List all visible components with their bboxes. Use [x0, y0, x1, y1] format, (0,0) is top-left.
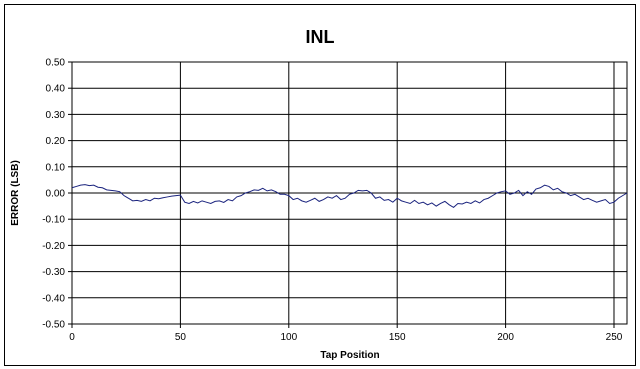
- y-tick-label: -0.40: [42, 293, 65, 304]
- y-tick-label: -0.50: [42, 320, 65, 331]
- y-tick-label: -0.30: [42, 267, 65, 278]
- x-tick-label: 150: [389, 332, 406, 343]
- x-tick-label: 50: [175, 332, 187, 343]
- y-tick-label: 0.50: [46, 58, 66, 69]
- x-tick-labels: 0 50 100 150 200 250: [69, 332, 623, 343]
- y-tick-label: 0.30: [46, 110, 66, 121]
- x-tick-label: 200: [497, 332, 514, 343]
- y-tick-label: 0.00: [46, 189, 66, 200]
- y-tick-labels: 0.50 0.40 0.30 0.20 0.10 0.00 -0.10 -0.20 -0.30 -…: [42, 58, 65, 331]
- y-tick-label: -0.10: [42, 215, 65, 226]
- x-tick-label: 0: [69, 332, 75, 343]
- chart-title: INL: [306, 27, 335, 47]
- y-axis-title: ERROR (LSB): [10, 160, 21, 226]
- y-tick-label: 0.20: [46, 136, 66, 147]
- x-tick-label: 100: [280, 332, 297, 343]
- x-axis-title: Tap Position: [320, 350, 379, 361]
- y-tick-label: 0.10: [46, 162, 66, 173]
- y-tick-label: 0.40: [46, 84, 66, 95]
- x-tick-label: 250: [606, 332, 623, 343]
- chart-border: [4, 4, 636, 366]
- inl-series-line: [71, 184, 628, 209]
- y-tick-label: -0.20: [42, 241, 65, 252]
